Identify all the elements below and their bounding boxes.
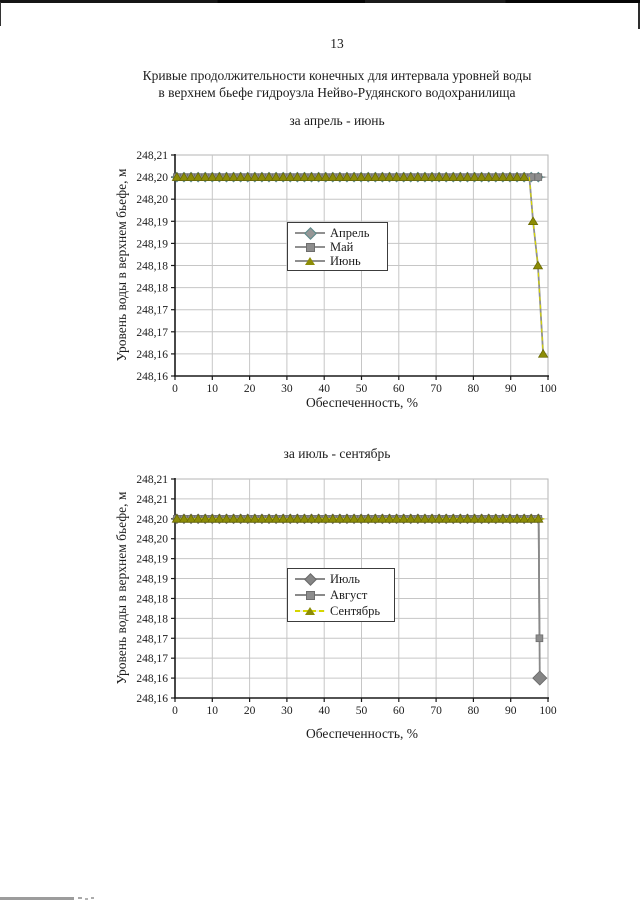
chart1-x-axis-title: Обеспеченность, % [305, 395, 418, 410]
svg-text:20: 20 [244, 705, 256, 717]
diamond-marker-icon [304, 227, 317, 240]
svg-text:248,20: 248,20 [136, 172, 168, 184]
svg-text:248,17: 248,17 [136, 653, 168, 665]
legend-line-sample [295, 606, 325, 616]
svg-text:248,16: 248,16 [136, 349, 168, 361]
diamond-marker-icon [304, 573, 317, 586]
legend-label: Сентябрь [330, 603, 381, 618]
svg-text:50: 50 [356, 705, 368, 717]
chart1-subtitle: за апрель - июнь [289, 113, 385, 128]
svg-text:100: 100 [539, 383, 557, 395]
svg-text:248,19: 248,19 [136, 574, 168, 586]
svg-text:0: 0 [172, 383, 178, 395]
scan-artifact-dot [91, 897, 94, 899]
svg-text:248,17: 248,17 [136, 633, 168, 645]
legend-item-august: Август [295, 588, 390, 602]
svg-text:60: 60 [393, 383, 405, 395]
svg-text:0: 0 [172, 705, 178, 717]
svg-text:248,19: 248,19 [136, 238, 168, 250]
svg-text:10: 10 [207, 705, 219, 717]
scan-artifact-left-edge [0, 2, 1, 26]
svg-text:248,18: 248,18 [136, 283, 168, 295]
legend-item-april: Апрель [295, 226, 383, 240]
svg-text:248,18: 248,18 [136, 261, 168, 273]
chart2-subtitle: за июль - сентябрь [283, 446, 391, 461]
svg-text:248,21: 248,21 [136, 494, 168, 506]
axis-tick-labels: 248,21 248,21 248,20 248,20 248,19 248,19 248,… [136, 474, 557, 717]
svg-text:30: 30 [281, 705, 293, 717]
square-marker-icon [306, 243, 315, 252]
legend-label: Июнь [330, 253, 361, 268]
legend-line-sample [295, 256, 325, 266]
svg-text:248,17: 248,17 [136, 305, 168, 317]
svg-text:60: 60 [393, 705, 405, 717]
svg-text:90: 90 [505, 383, 517, 395]
svg-text:248,16: 248,16 [136, 673, 168, 685]
svg-text:100: 100 [539, 705, 557, 717]
svg-text:30: 30 [281, 383, 293, 395]
chart1-y-axis-title: Уровень воды в верхнем бьефе, м [114, 168, 129, 362]
scan-artifact-right-edge [638, 3, 640, 29]
svg-text:248,18: 248,18 [136, 613, 168, 625]
legend-label: Апрель [330, 225, 370, 240]
legend-line-sample [295, 590, 325, 600]
scan-artifact-dot [85, 898, 88, 900]
svg-text:248,20: 248,20 [136, 194, 168, 206]
chart2-x-axis-title: Обеспеченность, % [305, 726, 418, 741]
legend-item-september: Сентябрь [295, 604, 390, 618]
svg-text:248,19: 248,19 [136, 554, 168, 566]
svg-text:248,20: 248,20 [136, 534, 168, 546]
svg-text:248,16: 248,16 [136, 371, 168, 383]
legend-label: Май [330, 239, 354, 254]
svg-text:248,17: 248,17 [136, 327, 168, 339]
page-number: 13 [330, 36, 344, 51]
svg-text:248,19: 248,19 [136, 216, 168, 228]
svg-text:90: 90 [505, 705, 517, 717]
scan-artifact-top-edge [0, 0, 640, 3]
legend-label: Август [330, 587, 368, 602]
legend-item-july: Июль [295, 572, 390, 586]
chart2-y-axis-title: Уровень воды в верхнем бьефе, м [114, 491, 129, 685]
legend-line-sample [295, 573, 325, 586]
svg-text:248,16: 248,16 [136, 693, 168, 705]
series-Июнь [171, 172, 549, 358]
square-marker-icon [306, 591, 315, 600]
legend-item-may: Май [295, 240, 383, 254]
scan-artifact-dot [78, 897, 82, 899]
svg-text:40: 40 [318, 705, 330, 717]
legend-line-sample [295, 227, 325, 240]
axis-tick-labels: 248,21 248,20 248,20 248,19 248,19 248,18 248,… [136, 150, 557, 395]
svg-text:80: 80 [468, 383, 480, 395]
triangle-marker-icon [305, 607, 315, 615]
document-title: Кривые продолжительности конечных для ин… [34, 68, 640, 101]
svg-text:248,18: 248,18 [136, 593, 168, 605]
svg-text:40: 40 [318, 383, 330, 395]
svg-text:248,20: 248,20 [136, 514, 168, 526]
svg-text:70: 70 [430, 383, 442, 395]
svg-text:70: 70 [430, 705, 442, 717]
svg-text:20: 20 [244, 383, 256, 395]
legend-line-sample [295, 242, 325, 252]
series-Сентябрь [171, 513, 545, 523]
title-line-1: Кривые продолжительности конечных для ин… [142, 68, 532, 83]
scan-artifact-bottom-bar [0, 897, 74, 900]
svg-text:248,21: 248,21 [136, 474, 168, 486]
chart-2-plot: 248,21 248,21 248,20 248,20 248,19 248,19 248,… [136, 474, 557, 717]
legend-label: Июль [330, 571, 360, 586]
triangle-marker-icon [305, 257, 315, 265]
chart2-legend: Июль Август Сентябрь [287, 568, 395, 622]
svg-text:10: 10 [207, 383, 219, 395]
legend-item-june: Июнь [295, 254, 383, 268]
chart1-legend: Апрель Май Июнь [287, 222, 388, 271]
chart-1-plot: 248,21 248,20 248,20 248,19 248,19 248,18 248,… [136, 150, 557, 395]
svg-text:248,21: 248,21 [136, 150, 168, 162]
title-line-2: в верхнем бьефе гидроузла Нейво-Рудянско… [158, 84, 516, 100]
svg-text:50: 50 [356, 383, 368, 395]
svg-text:80: 80 [468, 705, 480, 717]
